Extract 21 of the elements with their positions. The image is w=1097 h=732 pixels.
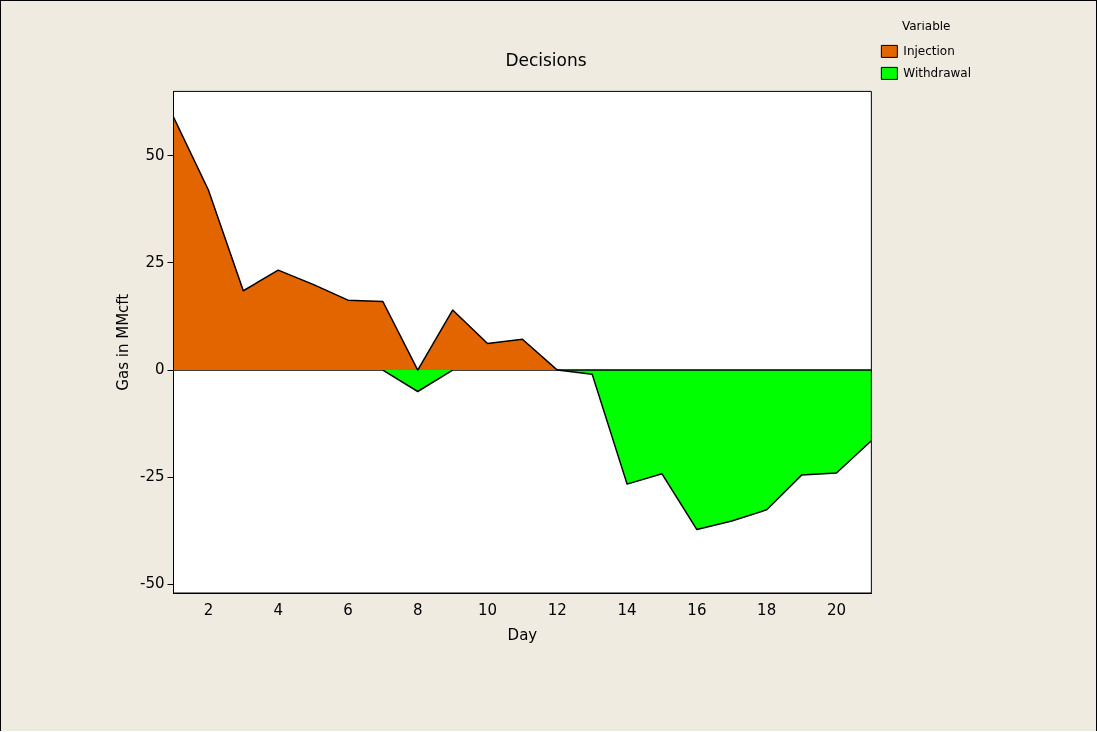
x-tick-label: 14	[617, 600, 637, 619]
x-tick-label: 20	[826, 600, 846, 619]
x-axis-title: Day	[507, 625, 538, 644]
chart-title: Decisions	[505, 49, 587, 70]
y-axis-title: Gas in MMcft	[113, 293, 132, 391]
x-tick-label: 12	[547, 600, 567, 619]
legend-title: Variable	[901, 19, 951, 34]
y-tick-label: 0	[154, 359, 165, 378]
x-tick-label: 4	[273, 600, 283, 619]
legend-label: Injection	[903, 43, 955, 58]
y-tick-label: -25	[140, 467, 165, 486]
x-tick-label: 2	[203, 600, 214, 619]
y-tick-label: 25	[145, 252, 165, 271]
x-tick-label: 16	[687, 600, 707, 619]
x-tick-label: 10	[477, 600, 498, 619]
x-tick-label: 6	[343, 600, 353, 619]
x-tick-label: 18	[757, 600, 777, 619]
x-tick-label: 8	[412, 600, 423, 619]
y-tick-label: -50	[140, 574, 165, 593]
legend-label: Withdrawal	[903, 65, 971, 80]
y-tick-label: 50	[145, 145, 165, 164]
